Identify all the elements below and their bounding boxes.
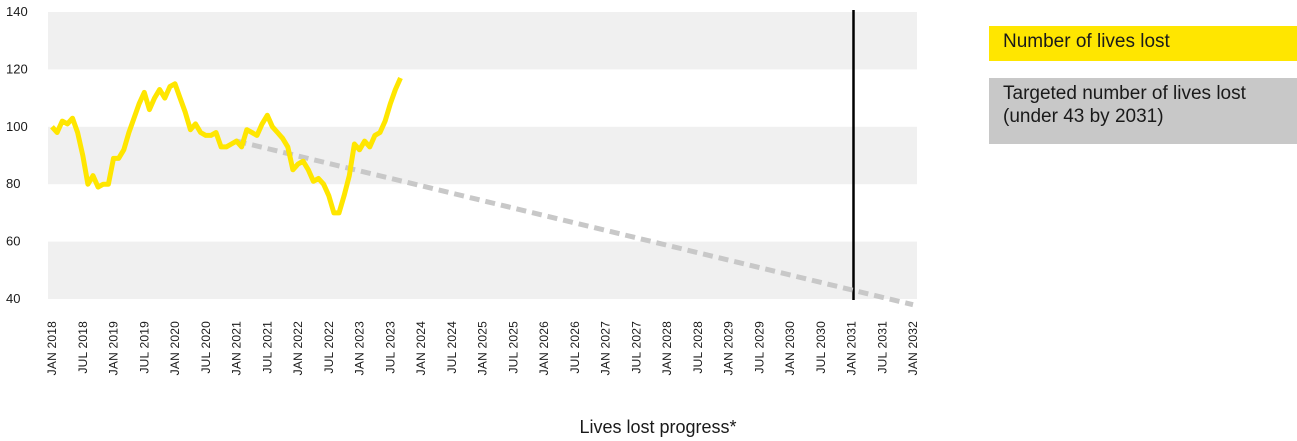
x-tick-label: JUL 2030 bbox=[814, 321, 828, 374]
x-tick-label: JUL 2025 bbox=[506, 321, 520, 374]
y-tick-label: 40 bbox=[6, 291, 20, 306]
x-tick-label: JAN 2021 bbox=[230, 321, 244, 375]
y-tick-label: 60 bbox=[6, 234, 20, 249]
x-tick-label: JAN 2019 bbox=[107, 321, 121, 375]
x-tick-label: JUL 2023 bbox=[383, 321, 397, 374]
x-tick-label: JAN 2028 bbox=[660, 321, 674, 375]
y-tick-label: 80 bbox=[6, 176, 20, 191]
grid-band bbox=[48, 241, 917, 299]
x-tick-label: JUL 2027 bbox=[629, 321, 643, 374]
x-axis-ticks: JAN 2018 JUL 2018 JAN 2019 JUL 2019 JAN 2020… bbox=[45, 321, 920, 375]
x-tick-label: JUL 2019 bbox=[137, 321, 151, 374]
x-tick-label: JUL 2029 bbox=[752, 321, 766, 374]
actual-series-line bbox=[50, 76, 403, 216]
y-tick-label: 120 bbox=[6, 61, 28, 76]
x-tick-label: JAN 2018 bbox=[45, 321, 59, 375]
x-tick-label: JAN 2026 bbox=[537, 321, 551, 375]
x-tick-label: JUL 2028 bbox=[691, 321, 705, 374]
x-tick-label: JAN 2027 bbox=[599, 321, 613, 375]
x-tick-label: JUL 2026 bbox=[568, 321, 582, 374]
legend-target: Targeted number of lives lost (under 43 … bbox=[989, 78, 1297, 144]
x-tick-label: JAN 2030 bbox=[783, 321, 797, 375]
y-tick-label: 100 bbox=[6, 119, 28, 134]
x-tick-label: JAN 2032 bbox=[906, 321, 920, 375]
x-tick-label: JAN 2025 bbox=[476, 321, 490, 375]
y-axis-ticks: 40 60 80 100 120 140 bbox=[6, 4, 28, 306]
x-tick-label: JUL 2021 bbox=[260, 321, 274, 374]
x-tick-label: JAN 2031 bbox=[845, 321, 859, 375]
x-tick-label: JUL 2018 bbox=[76, 321, 90, 374]
x-tick-label: JAN 2020 bbox=[168, 321, 182, 375]
x-tick-label: JAN 2029 bbox=[722, 321, 736, 375]
x-tick-label: JUL 2031 bbox=[875, 321, 889, 374]
x-tick-label: JAN 2022 bbox=[291, 321, 305, 375]
x-tick-label: JUL 2020 bbox=[199, 321, 213, 374]
x-tick-label: JUL 2022 bbox=[322, 321, 336, 374]
x-axis-label: Lives lost progress* bbox=[579, 417, 737, 437]
background-bands bbox=[48, 12, 917, 299]
grid-band bbox=[48, 126, 917, 185]
x-tick-label: JAN 2023 bbox=[353, 321, 367, 375]
y-tick-label: 140 bbox=[6, 4, 28, 19]
legend-actual: Number of lives lost bbox=[989, 26, 1297, 61]
grid-band bbox=[48, 12, 917, 70]
x-tick-label: JAN 2024 bbox=[414, 321, 428, 375]
x-tick-label: JUL 2024 bbox=[445, 321, 459, 374]
